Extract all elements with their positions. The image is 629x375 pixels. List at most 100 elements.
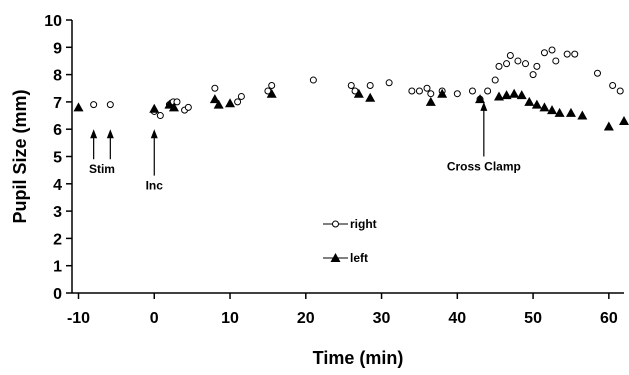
right-point bbox=[484, 87, 492, 95]
right-point bbox=[184, 103, 192, 111]
right-point bbox=[506, 51, 514, 59]
right-point bbox=[548, 46, 556, 54]
right-point bbox=[514, 57, 522, 65]
y-tick-label: 7 bbox=[53, 95, 62, 112]
right-point bbox=[529, 71, 537, 79]
left-point bbox=[437, 88, 448, 98]
right-point bbox=[593, 69, 601, 77]
annotation-arrow-head bbox=[150, 129, 158, 139]
right-point bbox=[309, 76, 317, 84]
left-point bbox=[209, 94, 220, 104]
left-point bbox=[603, 121, 614, 131]
annotation-arrow-head bbox=[90, 129, 98, 139]
right-point bbox=[563, 50, 571, 58]
annotation-arrow-head bbox=[106, 129, 114, 139]
left-point bbox=[353, 88, 364, 98]
left-point bbox=[425, 96, 436, 106]
left-point bbox=[475, 94, 486, 104]
right-point bbox=[237, 92, 245, 100]
left-point bbox=[524, 96, 535, 106]
legend-left-marker bbox=[323, 253, 348, 262]
x-ticks: -10 0 10 20 30 40 50 60 bbox=[67, 293, 618, 327]
y-tick-label: 3 bbox=[53, 204, 62, 221]
right-point bbox=[347, 82, 355, 90]
right-point bbox=[156, 112, 164, 120]
x-tick-label: 0 bbox=[150, 310, 159, 327]
right-point bbox=[423, 84, 431, 92]
left-point bbox=[73, 102, 84, 112]
right-point bbox=[453, 90, 461, 98]
left-point bbox=[577, 110, 588, 120]
legend-right-symbol bbox=[332, 220, 339, 228]
right-point bbox=[211, 84, 219, 92]
left-point bbox=[565, 107, 576, 117]
y-tick-label: 5 bbox=[53, 150, 62, 167]
right-point bbox=[468, 87, 476, 95]
right-point bbox=[366, 82, 374, 90]
right-point bbox=[503, 60, 511, 68]
right-point bbox=[234, 98, 242, 106]
right-point bbox=[173, 98, 181, 106]
annotation-inc-label: Inc bbox=[146, 179, 164, 193]
y-tick-label: 8 bbox=[53, 68, 62, 85]
right-point bbox=[571, 50, 579, 58]
right-point bbox=[552, 57, 560, 65]
series-left bbox=[73, 88, 629, 131]
right-point bbox=[268, 82, 276, 90]
x-tick-label: 10 bbox=[221, 310, 239, 327]
left-point bbox=[493, 91, 504, 101]
y-tick-label: 4 bbox=[53, 177, 62, 194]
left-point bbox=[168, 102, 179, 112]
right-point bbox=[385, 79, 393, 87]
legend-right-marker bbox=[323, 220, 348, 228]
left-point bbox=[213, 99, 224, 109]
annotation-arrow-head bbox=[480, 101, 488, 111]
y-tick-label: 10 bbox=[44, 13, 62, 30]
left-point bbox=[554, 107, 565, 117]
annotation-cross-clamp-label: Cross Clamp bbox=[447, 160, 521, 174]
series-right bbox=[90, 46, 624, 120]
right-point bbox=[90, 101, 98, 109]
x-axis-title: Time (min) bbox=[313, 348, 404, 368]
left-point bbox=[501, 90, 512, 100]
left-point bbox=[266, 88, 277, 98]
y-tick-label: 6 bbox=[53, 122, 62, 139]
legend-left-label: left bbox=[350, 251, 368, 265]
right-point bbox=[495, 62, 503, 70]
legend-left-symbol bbox=[330, 253, 341, 262]
left-point bbox=[531, 99, 542, 109]
right-point bbox=[533, 62, 541, 70]
y-tick-label: 1 bbox=[53, 259, 62, 276]
x-tick-label: -10 bbox=[67, 310, 90, 327]
x-tick-label: 20 bbox=[297, 310, 315, 327]
left-point bbox=[619, 116, 629, 126]
x-tick-label: 40 bbox=[448, 310, 466, 327]
x-tick-label: 60 bbox=[600, 310, 618, 327]
right-point bbox=[616, 87, 624, 95]
legend-right-label: right bbox=[350, 217, 377, 231]
right-point bbox=[491, 76, 499, 84]
right-point bbox=[415, 87, 423, 95]
y-tick-label: 0 bbox=[53, 286, 62, 303]
x-tick-label: 50 bbox=[524, 310, 542, 327]
y-tick-label: 2 bbox=[53, 231, 62, 248]
y-axis-title: Pupil Size (mm) bbox=[10, 89, 30, 223]
legend: right left bbox=[323, 217, 377, 265]
left-point bbox=[516, 90, 527, 100]
right-point bbox=[522, 60, 530, 68]
y-tick-label: 9 bbox=[53, 40, 62, 57]
annotation-stim-label: Stim bbox=[89, 162, 115, 176]
annotations: Stim Inc Cross Clamp bbox=[89, 101, 521, 193]
right-point bbox=[106, 101, 114, 109]
left-point bbox=[509, 88, 520, 98]
y-ticks: 0 1 2 3 4 5 6 7 8 9 10 bbox=[44, 13, 72, 303]
left-point bbox=[539, 102, 550, 112]
left-point bbox=[547, 105, 558, 115]
right-point bbox=[540, 49, 548, 57]
right-point bbox=[427, 90, 435, 98]
right-point bbox=[408, 87, 416, 95]
left-point bbox=[149, 103, 160, 113]
right-point bbox=[609, 82, 617, 90]
left-point bbox=[365, 92, 376, 102]
